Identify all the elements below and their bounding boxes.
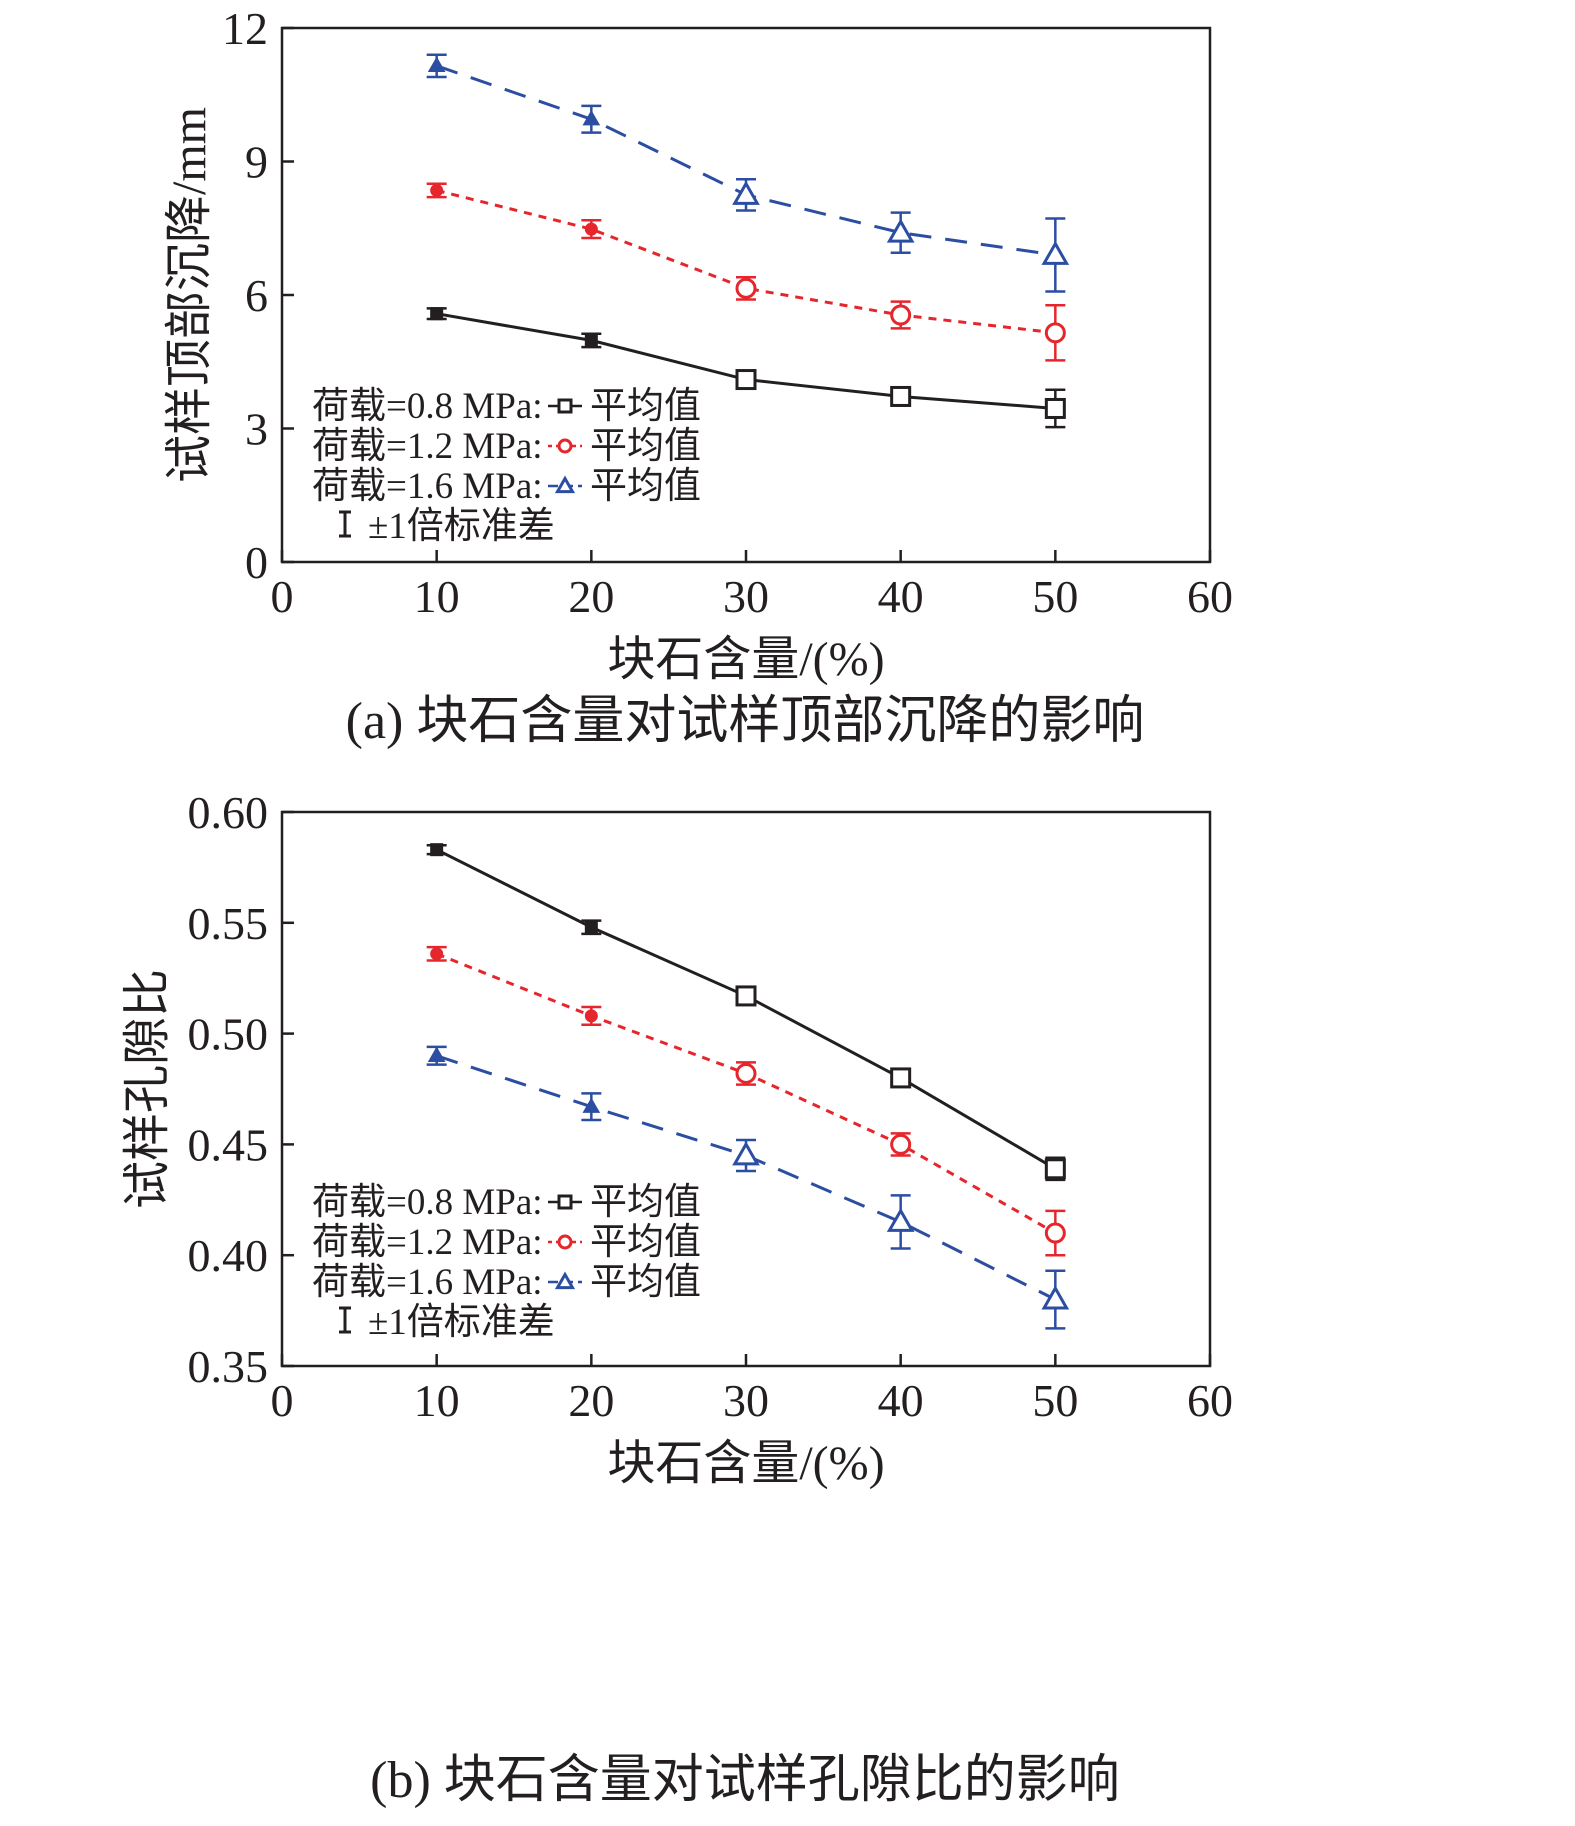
data-point <box>427 56 446 73</box>
data-point <box>735 277 757 299</box>
x-tick-label: 0 <box>271 571 294 622</box>
x-tick-label: 30 <box>723 1375 769 1426</box>
x-tick-label: 10 <box>414 571 460 622</box>
data-point <box>890 385 912 407</box>
series-circle <box>426 945 1066 1257</box>
x-axis-title: 块石含量/(%) <box>607 633 884 686</box>
y-tick-label: 9 <box>245 137 268 188</box>
legend-mean-label: 平均值 <box>590 1262 701 1303</box>
legend-marker-triangle <box>554 1271 576 1290</box>
y-tick-label: 0 <box>245 537 268 588</box>
chart-caption: (a) 块石含量对试样顶部沉降的影响 <box>346 693 1145 750</box>
data-point <box>427 1046 446 1062</box>
chart-panel-a: 0 10 20 30 40 50 60 0 3 6 9 12 块石含量/(%) 试样顶部沉降/mm (a) … <box>163 3 1233 750</box>
x-tick-label: 50 <box>1032 1375 1078 1426</box>
data-point <box>886 1207 915 1232</box>
data-point <box>735 369 757 391</box>
data-point <box>582 109 601 126</box>
legend-mean-label: 平均值 <box>590 466 701 507</box>
data-point <box>584 222 598 236</box>
data-point <box>1041 240 1070 265</box>
chart-panel-b: 0 10 20 30 40 50 60 0.35 0.40 0.45 0.50 0.55 0.60 块石含… <box>121 787 1233 1809</box>
x-tick-label: 20 <box>568 1375 614 1426</box>
y-tick-label: 3 <box>245 404 268 455</box>
y-axis-title: 试样顶部沉降/mm <box>163 107 216 483</box>
legend-marker-square <box>557 1194 573 1210</box>
chart-caption: (b) 块石含量对试样孔隙比的影响 <box>370 1752 1120 1809</box>
series-line <box>435 848 1057 1171</box>
legend-mean-label: 平均值 <box>590 426 701 467</box>
data-point <box>584 333 598 347</box>
data-point <box>732 1141 760 1166</box>
y-tick-label: 0.40 <box>188 1230 269 1281</box>
x-tick-label: 0 <box>271 1375 294 1426</box>
legend-mean-label: 平均值 <box>590 386 701 427</box>
legend-load-label: 荷载=1.2 MPa: <box>312 1221 543 1263</box>
series-square <box>426 843 1066 1182</box>
legend-marker-circle <box>557 1234 573 1250</box>
x-tick-label: 40 <box>878 571 924 622</box>
legend-errorbar-label: ±1倍标准差 <box>368 505 555 547</box>
data-point <box>1044 322 1066 344</box>
data-point <box>1044 397 1066 419</box>
data-point <box>430 843 444 857</box>
data-point <box>1041 1285 1070 1310</box>
y-tick-label: 0.50 <box>188 1009 269 1060</box>
series-square <box>426 307 1066 429</box>
y-tick-label: 0.55 <box>188 898 269 949</box>
data-point <box>890 1067 912 1089</box>
data-point <box>584 1009 598 1023</box>
y-tick-label: 12 <box>222 3 268 54</box>
x-tick-label: 50 <box>1032 571 1078 622</box>
legend-load-label: 荷载=1.6 MPa: <box>312 1261 543 1303</box>
legend-errorbar-label: ±1倍标准差 <box>368 1301 555 1343</box>
data-point <box>430 183 444 197</box>
data-point <box>430 947 444 961</box>
data-point <box>886 218 915 243</box>
legend-load-label: 荷载=0.8 MPa: <box>312 385 543 427</box>
data-point <box>735 985 757 1007</box>
legend-load-label: 荷载=1.2 MPa: <box>312 425 543 467</box>
x-axis-title: 块石含量/(%) <box>607 1437 884 1490</box>
data-point <box>732 180 760 205</box>
y-tick-label: 0.45 <box>188 1119 269 1170</box>
series-circle <box>426 182 1066 362</box>
data-point <box>735 1062 757 1084</box>
data-point <box>582 1097 601 1113</box>
y-tick-label: 0.35 <box>188 1341 269 1392</box>
legend-mean-label: 平均值 <box>590 1182 701 1223</box>
legend-load-label: 荷载=0.8 MPa: <box>312 1181 543 1223</box>
legend-mean-label: 平均值 <box>590 1222 701 1263</box>
legend-marker-circle <box>557 438 573 454</box>
data-point <box>1044 1158 1066 1180</box>
legend-marker-square <box>557 398 573 414</box>
x-tick-label: 40 <box>878 1375 924 1426</box>
data-point <box>1044 1222 1066 1244</box>
x-tick-label: 60 <box>1187 571 1233 622</box>
x-tick-label: 30 <box>723 571 769 622</box>
series-triangle <box>426 53 1070 293</box>
x-tick-label: 60 <box>1187 1375 1233 1426</box>
legend-load-label: 荷载=1.6 MPa: <box>312 465 543 507</box>
x-tick-label: 10 <box>414 1375 460 1426</box>
series-triangle <box>426 1045 1070 1330</box>
data-point <box>430 307 444 321</box>
data-point <box>890 1133 912 1155</box>
y-tick-label: 6 <box>245 270 268 321</box>
y-tick-label: 0.60 <box>188 787 269 838</box>
y-axis-title: 试样孔隙比 <box>121 969 174 1209</box>
data-point <box>584 920 598 934</box>
data-point <box>890 304 912 326</box>
legend-marker-triangle <box>554 475 576 494</box>
series-line <box>436 188 1056 335</box>
x-tick-label: 20 <box>568 571 614 622</box>
series-line <box>436 64 1056 257</box>
